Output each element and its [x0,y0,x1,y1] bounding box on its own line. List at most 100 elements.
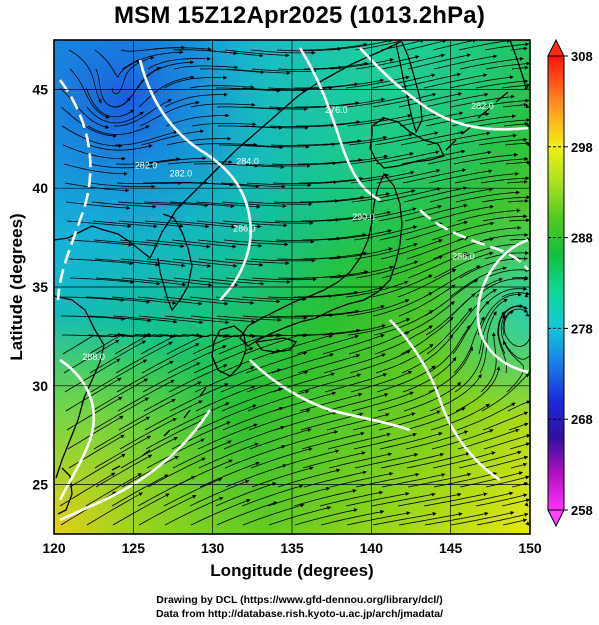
streamline [91,378,149,412]
streamline [452,133,517,146]
streamline [380,239,443,260]
streamline [498,303,524,355]
streamline [87,125,150,135]
streamline [476,98,530,108]
streamline [195,201,261,209]
streamline [91,201,157,209]
streamline [449,266,507,298]
streamline [402,168,467,184]
streamline [173,277,239,287]
streamline [164,315,230,325]
streamline [145,239,211,249]
streamline [144,220,210,229]
streamline [423,73,488,89]
streamline [302,451,366,469]
streamline [198,442,259,469]
streamline [371,73,436,89]
streamline [478,137,528,146]
streamline [112,315,178,324]
streamline [321,116,387,127]
streamline [199,277,265,286]
streamline [428,346,473,393]
streamline [241,484,304,507]
streamline [398,92,463,108]
streamline [242,503,305,526]
streamline [400,130,465,146]
streamline [502,518,528,526]
streamline [457,428,520,450]
streamline [424,92,489,108]
streamline [250,258,316,263]
streamline [345,491,410,507]
x-tick-label: 150 [518,540,542,556]
streamline [85,87,135,118]
streamline [247,389,310,412]
streamline [94,49,141,79]
streamline [68,49,102,104]
streamline [352,207,417,222]
streamline [319,490,384,507]
streamline [145,419,204,450]
streamline [424,511,489,526]
streamline [115,341,173,374]
streamline [220,368,282,393]
streamline [459,256,521,279]
streamline [450,511,515,526]
streamline [508,218,530,223]
streamline [351,391,414,412]
streamline [172,440,232,469]
streamline [431,221,495,241]
streamline [325,393,389,412]
streamline [379,222,443,241]
streamline [451,288,497,336]
streamline [300,195,365,203]
streamline [431,429,494,450]
streamline [454,171,520,184]
streamline [508,422,529,431]
streamline [424,279,479,317]
map-title: MSM 15Z12Apr2025 (1013.2hPa) [113,2,486,29]
contour-label: 288.0 [82,352,105,362]
streamline [375,150,440,165]
streamline [59,296,125,303]
colorbar-max-triangle [547,38,565,57]
streamline [248,220,314,225]
streamline [504,141,530,146]
streamline [65,201,131,210]
streamline [477,292,522,336]
streamline [372,511,437,526]
streamline [376,168,441,184]
streamline [190,102,256,108]
streamline [404,407,466,431]
streamline [138,495,197,526]
streamline [173,65,239,70]
streamline [509,442,530,450]
x-tick-label: 145 [439,540,463,556]
streamline [198,258,264,267]
streamline [294,82,359,89]
streamline [195,385,256,412]
streamline [194,366,255,393]
streamline [485,268,530,279]
streamline [144,400,203,431]
streamline [401,149,466,165]
streamline [480,332,497,393]
streamline [484,42,530,51]
streamline [69,68,110,119]
streamline [92,220,158,229]
streamline [59,472,116,507]
streamline [171,239,237,249]
streamline [246,182,312,188]
streamline [147,277,213,287]
streamline [168,364,228,393]
streamline [67,415,124,450]
streamline [483,433,530,450]
streamline [215,482,277,507]
streamline [373,112,438,127]
streamline [354,452,419,469]
streamline [502,308,529,336]
streamline [69,277,135,285]
colorbar: 308 298 288 278 268 258 [547,38,593,528]
streamline [219,163,285,170]
